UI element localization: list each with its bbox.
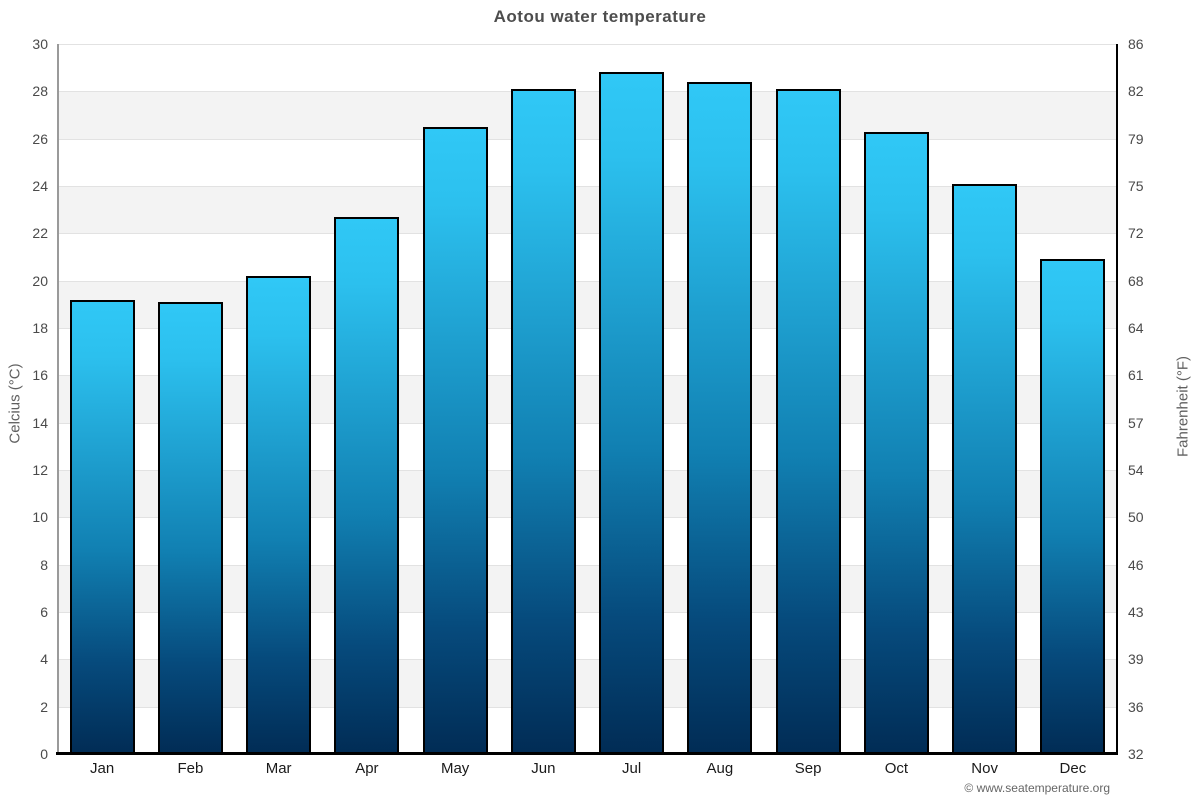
- month-label-feb: Feb: [177, 760, 204, 777]
- bar-nov: [952, 183, 1018, 754]
- month-label-jul: Jul: [622, 760, 642, 777]
- gridline: [58, 659, 1117, 661]
- celsius-tick-label: 22: [32, 225, 48, 242]
- month-label-may: May: [440, 760, 470, 777]
- gridline: [58, 612, 1117, 613]
- celsius-tick-label: 6: [40, 604, 48, 620]
- fahrenheit-tick-label: 57: [1128, 414, 1144, 431]
- fahrenheit-tick-label: 75: [1128, 178, 1144, 194]
- month-label-jan: Jan: [90, 760, 115, 777]
- fahrenheit-tick-label: 72: [1128, 225, 1144, 242]
- fahrenheit-tick-label: 86: [1128, 36, 1144, 52]
- celsius-tick-label: 24: [32, 178, 48, 194]
- fahrenheit-tick-label: 79: [1128, 130, 1144, 147]
- bar-feb: [157, 301, 223, 754]
- gridline: [58, 91, 1117, 93]
- gridline: [58, 564, 1117, 566]
- celsius-tick-label: 18: [32, 320, 48, 336]
- gridline: [58, 44, 1117, 45]
- bar-apr: [334, 216, 400, 754]
- y-axis-line-fahrenheit: [1116, 44, 1118, 755]
- gridline: [58, 517, 1117, 519]
- plot-area: [58, 44, 1117, 754]
- gridline: [58, 706, 1117, 708]
- plot-band: [58, 612, 1117, 660]
- celsius-tick-label: 12: [32, 462, 48, 478]
- month-label-nov: Nov: [971, 760, 998, 777]
- plot-band: [58, 328, 1117, 376]
- gridline: [58, 328, 1117, 329]
- x-axis-line: [56, 752, 1118, 755]
- plot-band: [58, 91, 1117, 139]
- celsius-tick-label: 0: [40, 746, 48, 762]
- plot-band: [58, 517, 1117, 565]
- gridline: [58, 470, 1117, 471]
- plot-band: [58, 470, 1117, 518]
- plot-band: [58, 422, 1117, 470]
- fahrenheit-tick-label: 36: [1128, 698, 1144, 715]
- plot-band: [58, 186, 1117, 234]
- celsius-tick-label: 14: [32, 414, 48, 431]
- bar-sep: [775, 88, 841, 754]
- month-label-oct: Oct: [884, 760, 909, 777]
- fahrenheit-tick-label: 54: [1128, 462, 1144, 478]
- plot-band: [58, 44, 1117, 92]
- month-label-mar: Mar: [265, 760, 292, 777]
- plot-band: [58, 280, 1117, 328]
- celsius-tick-label: 8: [40, 556, 48, 573]
- month-label-aug: Aug: [706, 760, 734, 777]
- gridline: [58, 280, 1117, 282]
- fahrenheit-tick-label: 50: [1128, 509, 1144, 526]
- celsius-tick-label: 28: [32, 83, 48, 100]
- y-axis-title-fahrenheit: Fahrenheit (°F): [1174, 355, 1192, 458]
- fahrenheit-tick-label: 32: [1128, 746, 1144, 762]
- celsius-tick-label: 30: [32, 36, 48, 52]
- celsius-tick-label: 4: [40, 651, 48, 668]
- month-label-jun: Jun: [531, 760, 556, 777]
- bar-jul: [599, 72, 665, 754]
- chart-title: Aotou water temperature: [493, 7, 707, 26]
- fahrenheit-tick-label: 64: [1128, 320, 1144, 336]
- bar-aug: [687, 81, 753, 754]
- month-label-sep: Sep: [794, 760, 822, 777]
- bar-dec: [1040, 259, 1106, 754]
- month-label-apr: Apr: [355, 760, 379, 777]
- copyright-attribution[interactable]: © www.seatemperature.org: [964, 781, 1110, 795]
- bar-jan: [69, 299, 135, 754]
- fahrenheit-tick-label: 46: [1128, 556, 1144, 573]
- fahrenheit-tick-label: 68: [1128, 272, 1144, 289]
- bar-mar: [246, 275, 312, 754]
- gridline: [58, 233, 1117, 235]
- plot-band: [58, 564, 1117, 612]
- gridline: [58, 375, 1117, 377]
- plot-band: [58, 659, 1117, 707]
- celsius-tick-label: 20: [32, 272, 48, 289]
- gridline: [58, 138, 1117, 140]
- month-label-dec: Dec: [1059, 760, 1087, 777]
- gridline: [58, 422, 1117, 424]
- y-axis-title-celsius: Celcius (°C): [6, 363, 24, 444]
- plot-band: [58, 138, 1117, 186]
- celsius-tick-label: 2: [40, 698, 48, 715]
- plot-band: [58, 233, 1117, 281]
- plot-band: [58, 706, 1117, 754]
- fahrenheit-tick-label: 43: [1128, 604, 1144, 620]
- fahrenheit-tick-label: 39: [1128, 651, 1144, 668]
- bar-may: [422, 126, 488, 754]
- fahrenheit-tick-label: 61: [1128, 367, 1144, 384]
- celsius-tick-label: 26: [32, 130, 48, 147]
- plot-band: [58, 375, 1117, 423]
- fahrenheit-tick-label: 82: [1128, 83, 1144, 100]
- gridline: [58, 186, 1117, 187]
- celsius-tick-label: 16: [32, 367, 48, 384]
- bar-jun: [510, 88, 576, 754]
- celsius-tick-label: 10: [32, 509, 48, 526]
- y-axis-line-celsius: [57, 44, 59, 754]
- bar-oct: [863, 131, 929, 754]
